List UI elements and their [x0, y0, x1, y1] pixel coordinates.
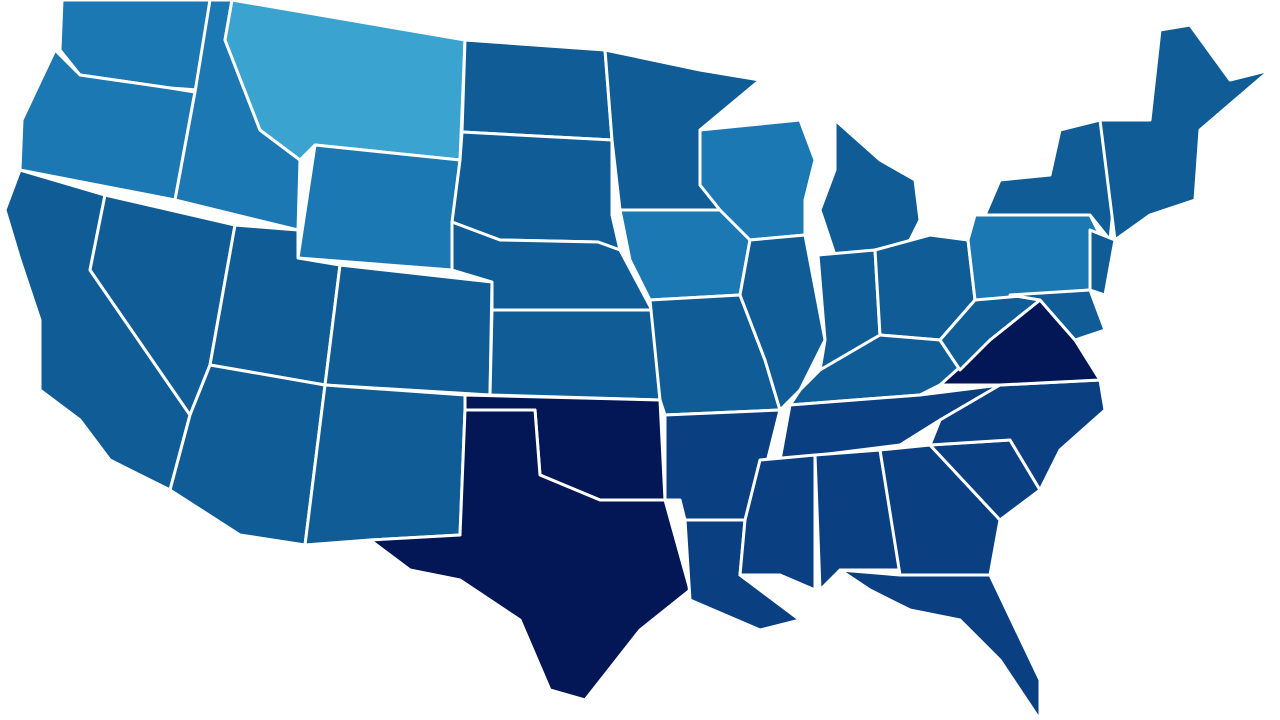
state-region: [323, 263, 494, 397]
state-region: [296, 143, 462, 272]
state-region: [966, 213, 1107, 302]
state-region: [813, 448, 902, 592]
state-region: [488, 308, 662, 402]
state-region: [1008, 288, 1107, 342]
states: [3, 0, 1272, 720]
state-region: [818, 118, 922, 257]
state-region: [878, 443, 1002, 577]
state-region: [838, 568, 1042, 720]
state-region: [1088, 228, 1117, 297]
state-region: [303, 383, 467, 547]
state-region: [368, 408, 692, 702]
state-region: [738, 233, 827, 412]
state-region: [1098, 23, 1272, 242]
state-region: [460, 38, 614, 142]
